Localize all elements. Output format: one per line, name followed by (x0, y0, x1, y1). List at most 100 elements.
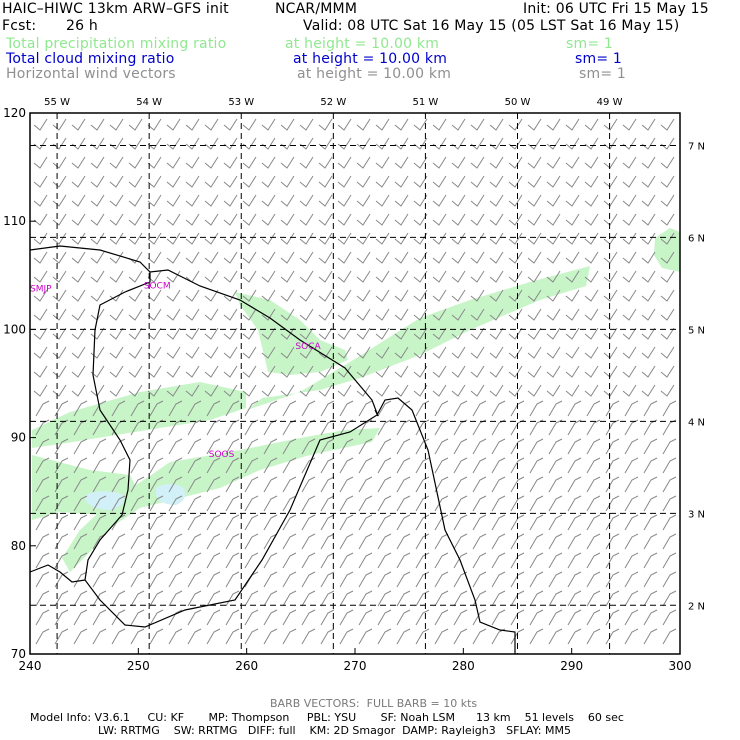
y-tick-label: 70 (11, 647, 26, 661)
wind-barb (301, 514, 316, 531)
wind-barb (565, 118, 580, 131)
wind-barb (660, 137, 675, 150)
wind-barb (662, 438, 677, 455)
wind-barb (128, 289, 143, 302)
wind-barb (261, 137, 276, 150)
wind-barb (508, 308, 523, 321)
wind-barb (451, 232, 466, 245)
wind-barb (73, 571, 88, 588)
wind-barb (73, 533, 88, 550)
wind-barb (377, 552, 392, 569)
wind-barb (261, 365, 276, 378)
wind-barb (641, 175, 656, 188)
wind-barb (529, 609, 544, 626)
wind-barb (641, 118, 656, 131)
wind-barb (529, 400, 544, 417)
wind-barb (225, 514, 240, 531)
wind-barb (584, 118, 599, 131)
wind-barb (187, 400, 202, 417)
wind-barb (356, 327, 371, 340)
wind-barb (527, 327, 542, 340)
wind-barb (584, 156, 599, 169)
wind-barb (263, 476, 278, 493)
wind-barb (71, 384, 86, 397)
wind-barb (33, 118, 48, 131)
wind-barb (204, 118, 219, 131)
wind-barb (73, 609, 88, 626)
wind-barb (261, 194, 276, 207)
wind-barb (394, 175, 409, 188)
wind-barb (263, 590, 278, 607)
wind-barb (584, 308, 599, 321)
wind-barb (204, 308, 219, 321)
wind-barb (472, 476, 487, 493)
wind-barb (375, 118, 390, 131)
wind-barb (662, 495, 677, 512)
wind-barb (204, 270, 219, 283)
wind-barb (225, 419, 240, 436)
wind-barb (375, 308, 390, 321)
wind-barb (130, 438, 145, 455)
wind-barb (244, 609, 259, 626)
wind-barb (33, 194, 48, 207)
wind-barb (33, 156, 48, 169)
wind-barb (660, 270, 675, 283)
wind-barb (470, 289, 485, 302)
wind-barb (339, 628, 354, 645)
wind-barb (339, 400, 354, 417)
wind-barb (508, 346, 523, 359)
wind-barb (624, 609, 639, 626)
wind-barb (548, 400, 563, 417)
wind-barb (586, 552, 601, 569)
wind-barb (263, 419, 278, 436)
wind-barb (660, 213, 675, 226)
wind-barb (527, 156, 542, 169)
wind-barb (149, 590, 164, 607)
wind-barb (299, 213, 314, 226)
wind-barb (33, 327, 48, 340)
wind-barb (546, 346, 561, 359)
wind-barb (109, 156, 124, 169)
wind-barb (434, 419, 449, 436)
wind-barb (605, 495, 620, 512)
wind-barb (622, 232, 637, 245)
wind-barb (508, 156, 523, 169)
wind-barb (356, 346, 371, 359)
wind-barb (377, 419, 392, 436)
wind-barb (396, 514, 411, 531)
wind-barb (432, 118, 447, 131)
wind-barb (223, 308, 238, 321)
wind-barb (185, 327, 200, 340)
wind-barb (624, 552, 639, 569)
wind-barb (660, 232, 675, 245)
wind-barb (605, 590, 620, 607)
wind-barb (318, 251, 333, 264)
wind-barb (584, 346, 599, 359)
wind-barb (529, 457, 544, 474)
wind-barb (356, 232, 371, 245)
wind-barb (396, 495, 411, 512)
longitude-label: 49 W (597, 97, 623, 108)
wind-barb (301, 552, 316, 569)
wind-barb (130, 609, 145, 626)
field-height-precip: at height = 10.00 km (285, 36, 440, 52)
wind-barb (299, 308, 314, 321)
wind-barb (299, 346, 314, 359)
wind-barb (643, 419, 658, 436)
wind-barb (223, 175, 238, 188)
wind-barb (282, 590, 297, 607)
wind-barb (548, 457, 563, 474)
wind-barb (491, 457, 506, 474)
wind-barb (641, 384, 656, 397)
wind-barb (584, 365, 599, 378)
wind-barb (204, 251, 219, 264)
x-tick-label: 260 (235, 659, 258, 673)
wind-barb (339, 495, 354, 512)
wind-barb (35, 400, 50, 417)
wind-barb (337, 137, 352, 150)
wind-barb (432, 384, 447, 397)
wind-barb (470, 232, 485, 245)
wind-barb (318, 137, 333, 150)
wind-barb (565, 156, 580, 169)
wind-barb (206, 590, 221, 607)
